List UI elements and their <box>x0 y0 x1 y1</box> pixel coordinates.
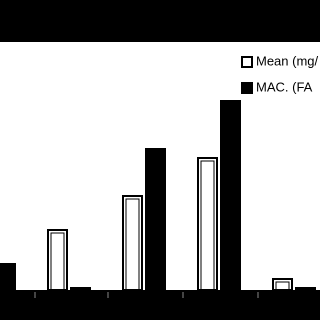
top-band <box>0 0 320 42</box>
bar-inner <box>50 232 65 291</box>
legend-label: Mean (mg/ <box>256 53 319 68</box>
bar <box>0 263 16 290</box>
bar-inner <box>275 281 290 291</box>
bar <box>70 287 91 290</box>
bar <box>145 148 166 290</box>
x-axis-band <box>0 290 320 320</box>
bar <box>295 287 316 290</box>
legend-swatch <box>241 82 253 94</box>
legend-label: MAC. (FA <box>256 79 313 94</box>
bar-inner <box>125 198 140 291</box>
bar <box>220 100 241 290</box>
legend-swatch <box>241 56 253 68</box>
bar-inner <box>200 160 215 291</box>
